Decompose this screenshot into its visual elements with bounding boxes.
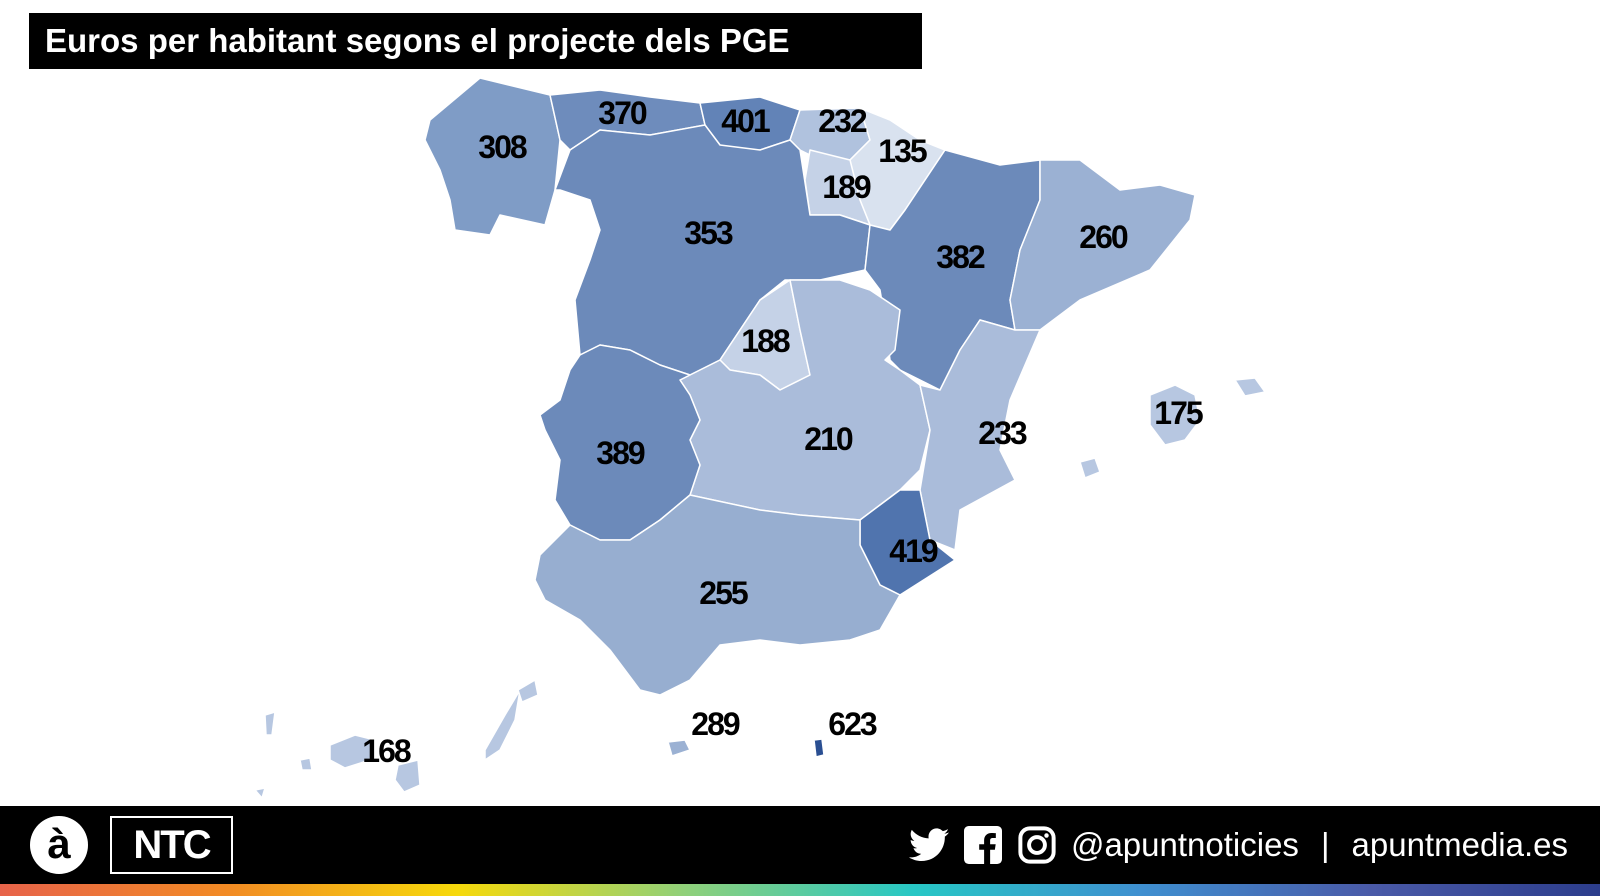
region-canaries xyxy=(329,734,376,769)
facebook-icon[interactable] xyxy=(963,825,1003,865)
value-label-castella-i-lleo: 353 xyxy=(684,215,733,251)
twitter-icon[interactable] xyxy=(908,825,949,865)
value-label-cantabria: 401 xyxy=(721,103,770,139)
social-links: @apuntnoticies | apuntmedia.es xyxy=(908,806,1568,884)
value-label-murcia: 419 xyxy=(889,533,938,569)
region-catalunya xyxy=(1009,159,1196,331)
value-label-canaries: 168 xyxy=(362,733,411,769)
region-canaries xyxy=(394,759,421,793)
region-balears xyxy=(1234,377,1266,397)
value-label-comunitat-valenciana: 233 xyxy=(978,415,1027,451)
region-ceuta xyxy=(667,739,691,757)
ntc-logo: NTC xyxy=(110,816,233,874)
value-label-asturias: 370 xyxy=(598,95,647,131)
region-canaries xyxy=(264,711,276,736)
region-canaries xyxy=(299,757,313,771)
value-label-melilla: 623 xyxy=(828,706,877,742)
value-label-galicia: 308 xyxy=(478,129,527,165)
region-canaries xyxy=(517,679,539,703)
value-label-catalunya: 260 xyxy=(1079,219,1128,255)
value-label-balears: 175 xyxy=(1154,395,1203,431)
separator: | xyxy=(1320,826,1330,863)
region-melilla xyxy=(813,738,825,758)
value-label-extremadura: 389 xyxy=(596,435,645,471)
value-label-pais-basc: 232 xyxy=(818,103,867,139)
footer-bar xyxy=(0,806,1600,884)
region-canaries xyxy=(254,787,266,799)
website-link[interactable]: apuntmedia.es xyxy=(1351,826,1568,863)
instagram-icon[interactable] xyxy=(1017,825,1057,865)
value-label-navarra: 135 xyxy=(878,133,927,169)
map-title: Euros per habitant segons el projecte de… xyxy=(29,13,922,69)
region-andalusia xyxy=(534,494,901,696)
region-balears xyxy=(1149,384,1201,446)
value-label-la-rioja: 189 xyxy=(822,169,871,205)
region-canaries xyxy=(484,689,521,761)
apunt-logo: à xyxy=(30,816,88,874)
value-label-arago: 382 xyxy=(936,239,985,275)
twitter-handle[interactable]: @apuntnoticies xyxy=(1070,826,1299,863)
value-label-ceuta: 289 xyxy=(691,706,740,742)
value-label-andalusia: 255 xyxy=(699,575,748,611)
value-label-madrid: 188 xyxy=(741,323,790,359)
region-balears xyxy=(1079,457,1101,479)
value-label-castella-la-manxa: 210 xyxy=(804,421,853,457)
rainbow-strip xyxy=(0,884,1600,896)
